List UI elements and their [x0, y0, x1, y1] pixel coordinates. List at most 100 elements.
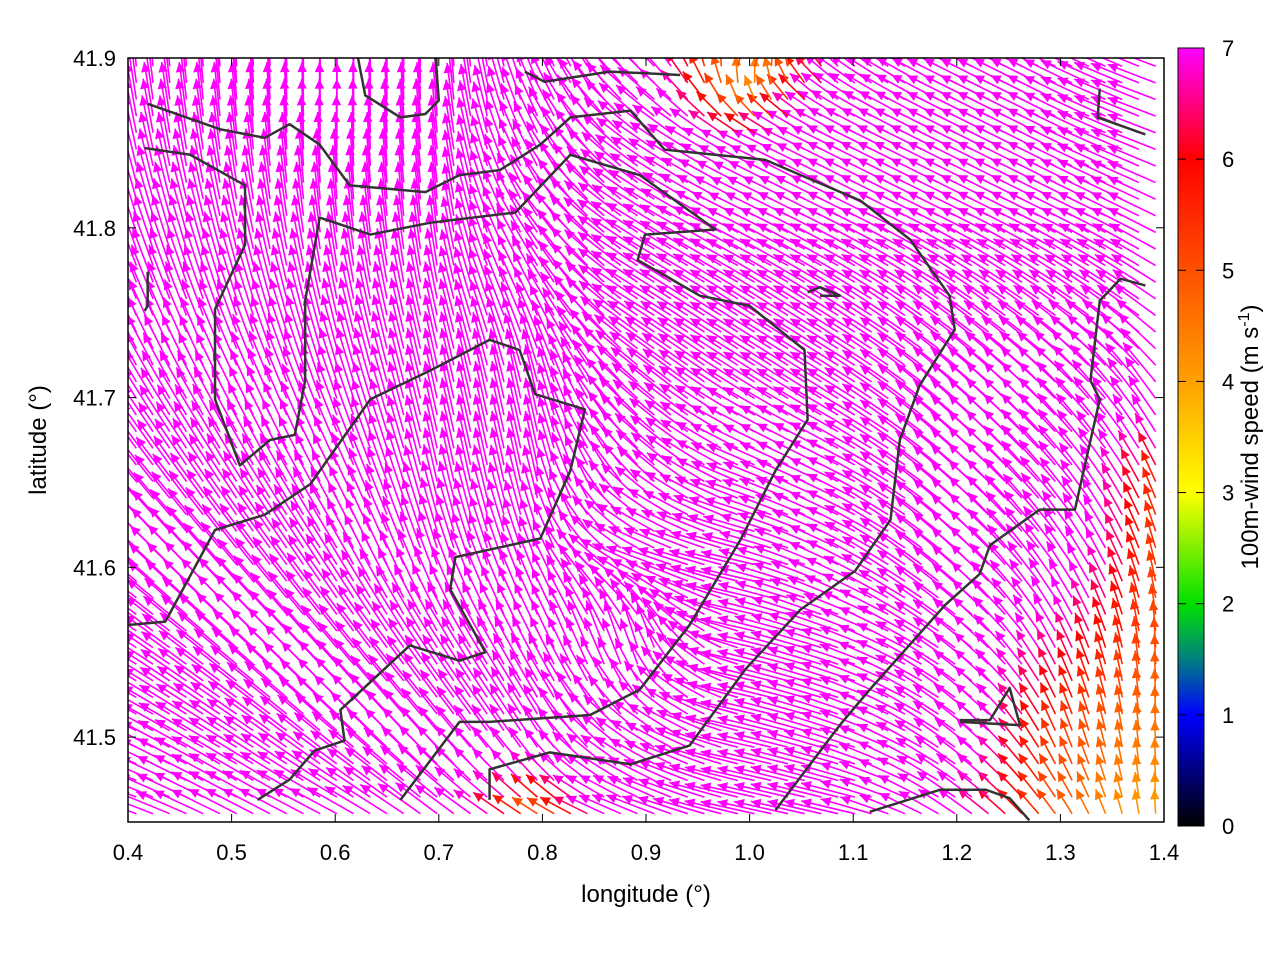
wind-arrow — [859, 533, 906, 566]
wind-arrow — [617, 569, 655, 599]
wind-arrow — [453, 685, 488, 732]
wind-arrow — [224, 697, 271, 732]
wind-arrow — [1059, 735, 1073, 765]
wind-arrow — [684, 748, 739, 765]
wind-arrow — [783, 729, 839, 749]
wind-arrow — [669, 780, 722, 798]
wind-arrow — [508, 665, 539, 715]
wind-arrow — [1057, 647, 1073, 682]
wind-arrow — [278, 676, 321, 715]
wind-arrow — [1095, 683, 1107, 715]
wind-arrow — [385, 58, 388, 83]
colorbar-tick-label: 7 — [1222, 36, 1234, 61]
wind-arrow — [343, 765, 388, 798]
wind-arrow — [819, 709, 872, 732]
wind-arrow — [1008, 558, 1040, 599]
wind-arrow — [442, 598, 472, 649]
wind-arrow — [291, 749, 338, 782]
wind-arrow — [501, 514, 522, 565]
wind-arrow — [138, 702, 187, 732]
wind-arrow — [700, 549, 755, 566]
wind-arrow — [1113, 789, 1123, 814]
wind-arrow — [841, 535, 889, 566]
wind-arrow — [1077, 683, 1090, 715]
wind-arrow — [972, 596, 1006, 632]
wind-arrow — [1059, 700, 1073, 731]
wind-arrow — [552, 774, 588, 798]
wind-arrow — [138, 684, 187, 715]
wind-arrow — [819, 726, 872, 749]
x-tick-label: 0.9 — [631, 840, 662, 865]
wind-arrow — [422, 634, 455, 682]
wind-arrow — [783, 746, 839, 765]
wind-arrow — [1030, 575, 1057, 615]
wind-arrow — [1076, 665, 1090, 698]
wind-arrow — [753, 544, 806, 566]
wind-arrow — [291, 483, 321, 532]
wind-arrow — [634, 621, 656, 665]
wind-arrow — [489, 703, 522, 748]
wind-arrow — [128, 785, 154, 798]
x-tick-label: 1.1 — [838, 840, 869, 865]
wind-arrow — [588, 563, 622, 599]
colorbar-tick-label: 6 — [1222, 147, 1234, 172]
wind-arrow — [912, 666, 956, 699]
wind-arrow — [717, 698, 772, 715]
wind-arrow — [1010, 576, 1040, 615]
wind-arrow — [669, 763, 722, 782]
wind-arrow — [894, 719, 939, 748]
wind-arrow — [471, 684, 505, 732]
wind-arrow — [1026, 539, 1057, 582]
wind-arrow — [767, 712, 822, 732]
wind-arrow — [323, 532, 355, 582]
wind-arrow — [439, 633, 472, 682]
wind-arrow — [567, 600, 589, 648]
wind-arrow — [1040, 699, 1057, 731]
wind-arrow — [383, 479, 405, 532]
wind-arrow — [1107, 546, 1123, 582]
wind-arrow — [734, 597, 789, 616]
wind-arrow — [128, 504, 137, 516]
wind-arrow — [472, 667, 505, 715]
wind-arrow — [750, 680, 805, 699]
wind-arrow — [933, 666, 973, 699]
wind-arrow — [435, 494, 455, 549]
wind-arrow — [841, 553, 889, 582]
wind-arrow — [542, 651, 572, 698]
wind-arrow — [1018, 735, 1040, 765]
wind-arrow — [128, 593, 154, 616]
wind-arrow — [545, 505, 572, 549]
wind-arrow — [510, 773, 538, 798]
wind-arrow — [353, 601, 388, 649]
wind-arrow — [783, 798, 839, 815]
wind-arrow — [975, 665, 1006, 698]
wind-arrow — [876, 567, 923, 599]
wind-arrow — [638, 760, 689, 782]
wind-arrow — [522, 684, 555, 732]
contour-line — [959, 686, 1022, 727]
wind-arrow — [933, 649, 973, 682]
wind-arrow — [932, 598, 973, 632]
wind-arrow — [636, 584, 672, 616]
colorbar-label: 100m-wind speed (m s-1) — [1236, 305, 1264, 570]
y-tick-label: 41.7 — [73, 386, 116, 411]
wind-arrow — [128, 633, 171, 665]
wind-arrow — [915, 753, 956, 782]
wind-arrow — [433, 528, 455, 582]
wind-arrow — [733, 782, 789, 798]
wind-arrow — [637, 547, 689, 566]
wind-arrow — [420, 651, 455, 698]
colorbar-tick-label: 1 — [1222, 703, 1234, 728]
wind-arrow — [387, 617, 422, 665]
wind-arrow — [565, 774, 605, 798]
contour-line — [1096, 88, 1146, 136]
wind-arrow — [783, 763, 839, 782]
colorbar-tick-label: 5 — [1222, 258, 1234, 283]
wind-arrow — [492, 794, 522, 815]
wind-arrow — [652, 601, 689, 632]
wind-arrow — [623, 581, 655, 615]
wind-arrow — [912, 563, 956, 599]
wind-arrow — [502, 497, 522, 549]
wind-arrow — [931, 562, 973, 599]
wind-arrow — [717, 598, 772, 616]
